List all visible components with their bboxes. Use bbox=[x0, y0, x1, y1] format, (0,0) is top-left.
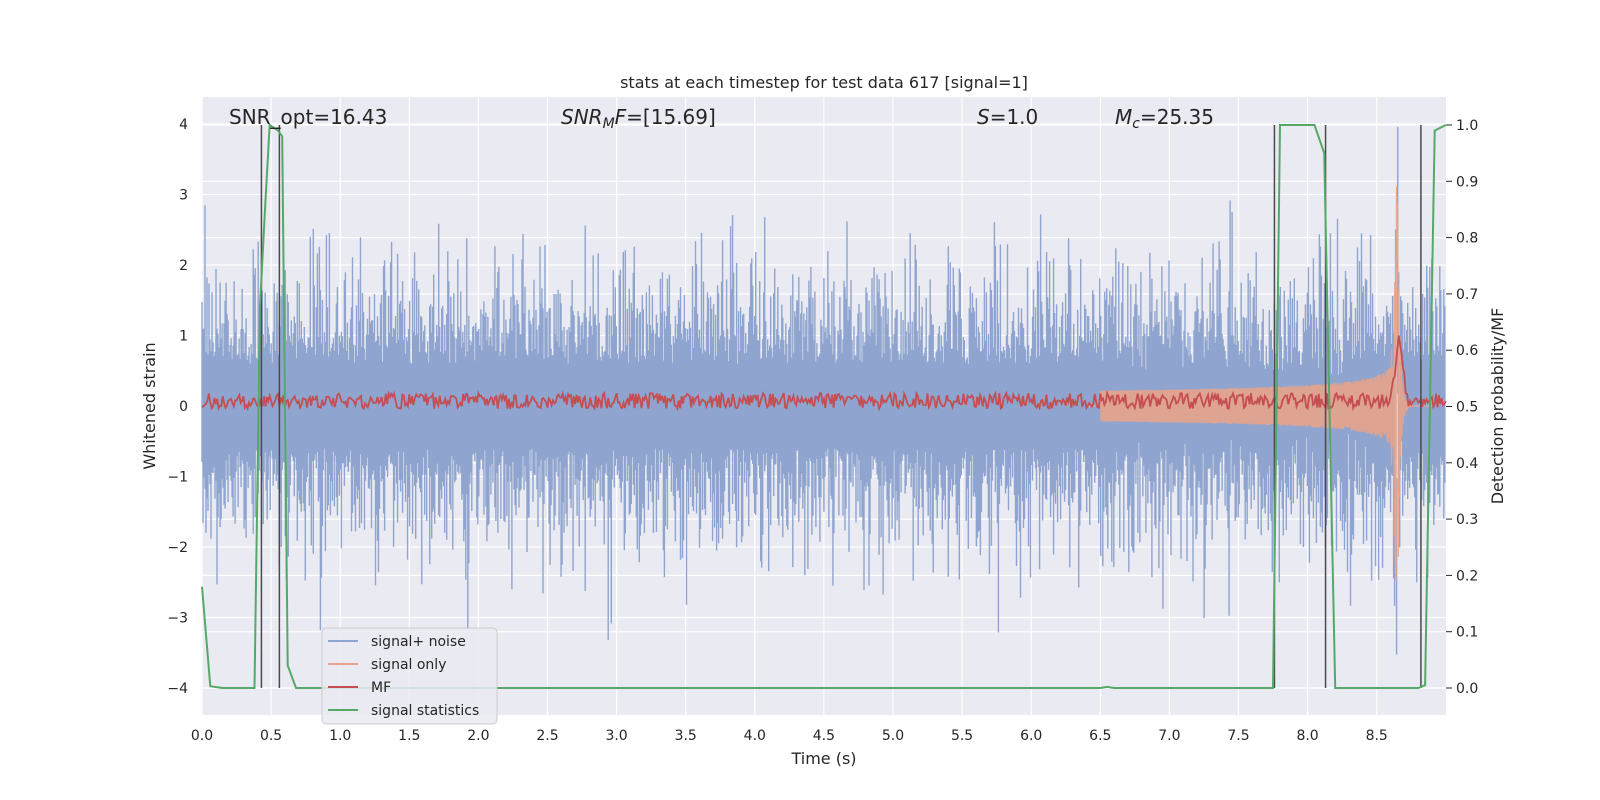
snr-mf-prefix: SNR bbox=[561, 105, 603, 129]
y2-axis-ticks: 0.0 0.1 0.2 0.3 0.4 0.5 0.6 0.7 0.8 0.9 1.0 bbox=[1446, 118, 1478, 697]
mc-italic: M bbox=[1115, 105, 1132, 129]
y-tick-label: −4 bbox=[167, 681, 188, 697]
x-tick-label: 2.0 bbox=[467, 728, 489, 744]
annotation-snr-mf: SNRMF=[15.69] bbox=[561, 105, 716, 132]
mf-trace bbox=[201, 335, 1447, 412]
x-tick-label: 7.0 bbox=[1158, 728, 1180, 744]
snr-mf-value: =[15.69] bbox=[626, 105, 716, 129]
y-axis-label: Whitened strain bbox=[140, 342, 159, 469]
y2-tick-label: 0.8 bbox=[1456, 231, 1478, 247]
y2-tick-label: 0.2 bbox=[1456, 568, 1478, 584]
legend-label: signal statistics bbox=[371, 703, 479, 719]
y2-tick-label: 0.5 bbox=[1456, 400, 1478, 416]
legend-label: signal+ noise bbox=[371, 634, 466, 650]
y-tick-label: 3 bbox=[179, 188, 188, 204]
x-tick-label: 1.5 bbox=[398, 728, 420, 744]
x-tick-label: 4.5 bbox=[813, 728, 835, 744]
series-signal-statistics bbox=[201, 123, 1447, 689]
x-axis-label: Time (s) bbox=[790, 749, 856, 768]
x-tick-label: 3.0 bbox=[605, 728, 627, 744]
x-tick-label: 6.0 bbox=[1020, 728, 1042, 744]
snr-mf-sub: M bbox=[603, 116, 615, 132]
y2-tick-label: 0.7 bbox=[1456, 287, 1478, 303]
y-tick-label: −2 bbox=[167, 540, 188, 556]
y2-tick-label: 1.0 bbox=[1456, 118, 1478, 134]
y-axis-ticks: −4 −3 −2 −1 0 1 2 3 4 bbox=[167, 117, 188, 697]
s-italic: S bbox=[977, 105, 990, 129]
y-tick-label: −1 bbox=[167, 470, 188, 486]
legend-box bbox=[321, 627, 498, 725]
x-tick-label: 1.0 bbox=[329, 728, 351, 744]
x-axis-ticks: 0.0 0.5 1.0 1.5 2.0 2.5 3.0 3.5 4.0 4.5 5.0 5.5 6.0 6… bbox=[191, 728, 1388, 744]
x-tick-label: 4.0 bbox=[744, 728, 766, 744]
series-mf bbox=[201, 335, 1447, 412]
x-tick-label: 6.5 bbox=[1089, 728, 1111, 744]
y-tick-label: 0 bbox=[179, 399, 188, 415]
y2-tick-label: 0.4 bbox=[1456, 456, 1478, 472]
annotation-s: S=1.0 bbox=[977, 105, 1038, 129]
x-tick-label: 0.0 bbox=[191, 728, 213, 744]
x-tick-label: 0.5 bbox=[260, 728, 282, 744]
mc-sub: c bbox=[1132, 116, 1140, 132]
signal-statistics-trace bbox=[201, 123, 1447, 689]
chart-title: stats at each timestep for test data 617… bbox=[620, 73, 1028, 92]
x-tick-label: 7.5 bbox=[1227, 728, 1249, 744]
annotation-snr-opt: SNR_opt=16.43 bbox=[229, 105, 387, 129]
x-tick-label: 2.5 bbox=[536, 728, 558, 744]
y2-tick-label: 0.0 bbox=[1456, 681, 1478, 697]
y2-tick-label: 0.9 bbox=[1456, 174, 1478, 190]
annotation-mc: Mc=25.35 bbox=[1115, 105, 1214, 132]
x-tick-label: 8.0 bbox=[1296, 728, 1318, 744]
x-tick-label: 3.5 bbox=[675, 728, 697, 744]
y2-axis-label: Detection probability/MF bbox=[1488, 308, 1507, 505]
mc-value: =25.35 bbox=[1140, 105, 1214, 129]
y-tick-label: 2 bbox=[179, 258, 188, 274]
legend-label: signal only bbox=[371, 657, 446, 673]
x-tick-label: 5.0 bbox=[882, 728, 904, 744]
snr-mf-suffix-italic: F bbox=[615, 105, 627, 129]
y2-tick-label: 0.3 bbox=[1456, 512, 1478, 528]
y2-tick-label: 0.6 bbox=[1456, 343, 1478, 359]
legend-label: MF bbox=[371, 680, 391, 696]
y2-tick-label: 0.1 bbox=[1456, 625, 1478, 641]
y-tick-label: −3 bbox=[167, 611, 188, 627]
x-tick-label: 5.5 bbox=[951, 728, 973, 744]
legend: signal+ noise signal only MF signal statist… bbox=[321, 627, 498, 725]
y-tick-label: 1 bbox=[179, 329, 188, 345]
s-value: =1.0 bbox=[990, 105, 1039, 129]
y-tick-label: 4 bbox=[179, 117, 188, 133]
x-tick-label: 8.5 bbox=[1366, 728, 1388, 744]
